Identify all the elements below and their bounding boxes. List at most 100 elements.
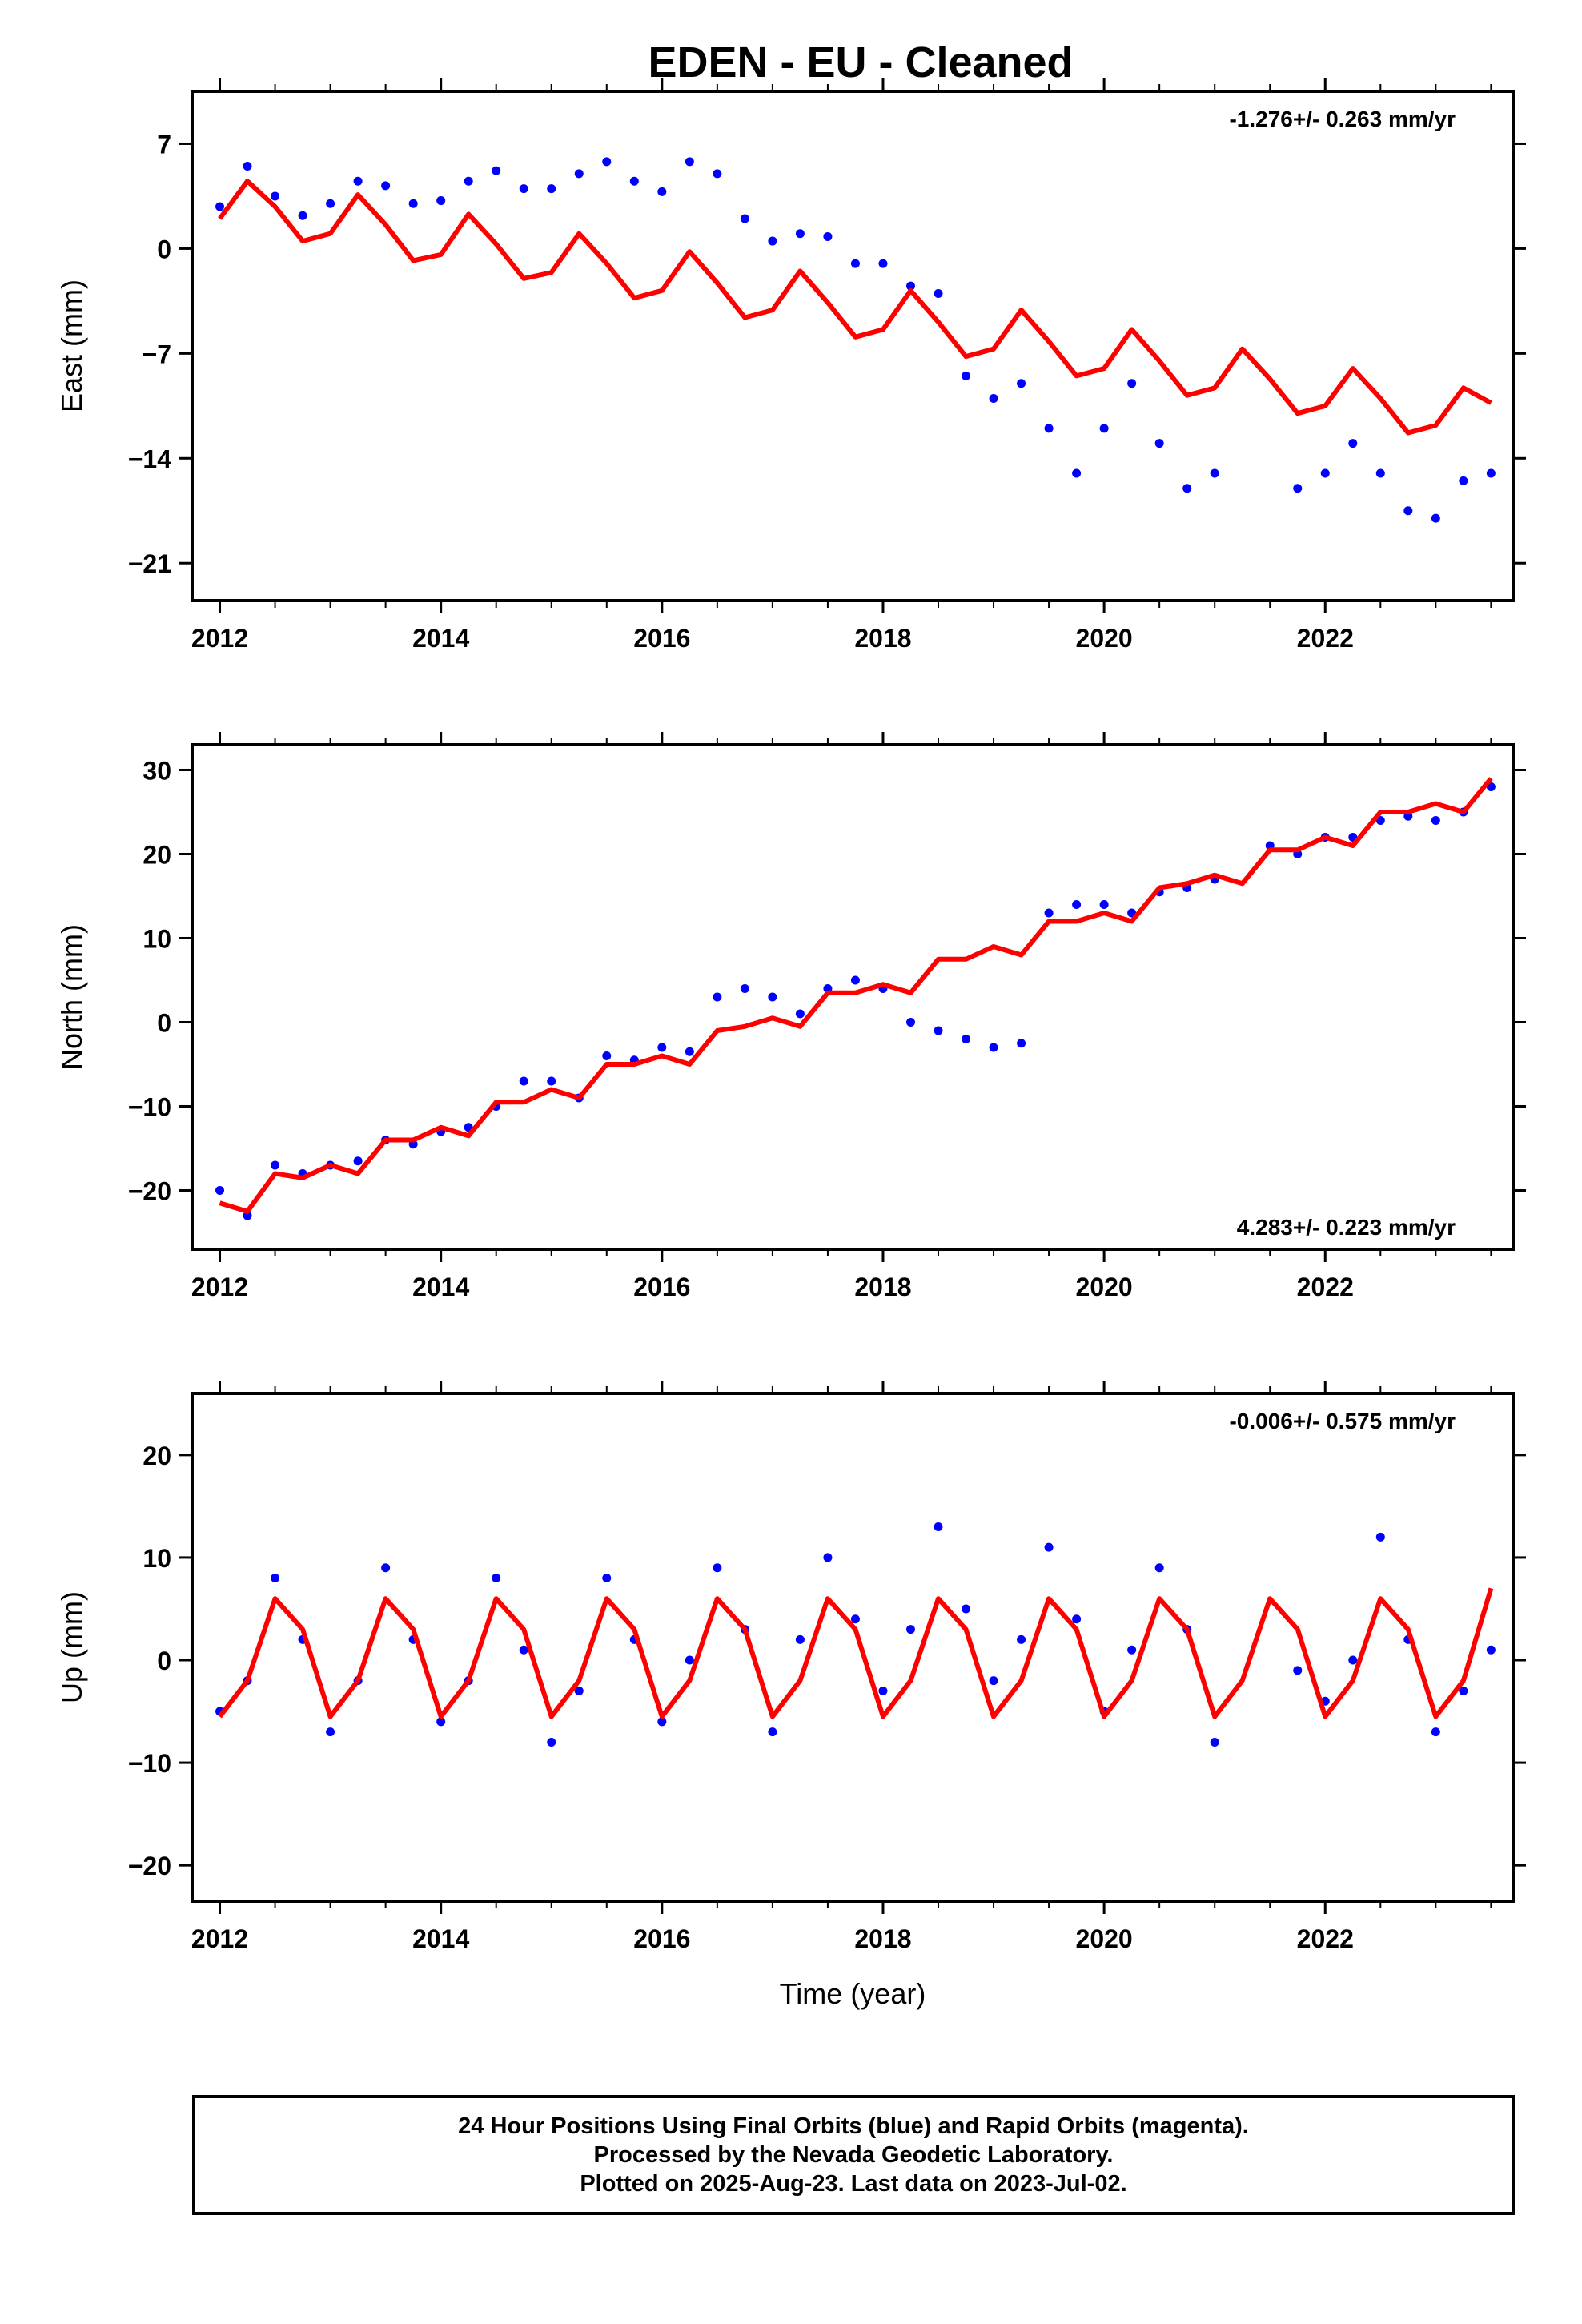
east-data-point: [1431, 513, 1440, 523]
up-data-point: [1072, 1614, 1082, 1624]
north-data-point: [1044, 908, 1054, 918]
up-data-point: [905, 1625, 915, 1634]
x-tick-label: 2020: [1076, 1273, 1133, 1301]
y-tick-label: −10: [128, 1749, 171, 1778]
up-data-point: [1127, 1645, 1137, 1655]
north-data-point: [215, 1186, 225, 1195]
east-data-point: [353, 176, 363, 186]
east-data-point: [326, 199, 335, 208]
up-data-point: [1486, 1645, 1496, 1655]
east-data-point: [1127, 379, 1137, 388]
x-tick-label: 2014: [412, 1924, 469, 1953]
east-data-point: [1154, 439, 1164, 448]
up-data-point: [1375, 1532, 1385, 1542]
up-data-point: [823, 1553, 833, 1562]
x-tick-label: 2016: [633, 624, 690, 653]
east-data-point: [905, 281, 915, 291]
north-data-point: [519, 1076, 528, 1086]
y-tick-label: 10: [143, 925, 171, 954]
east-observations: [215, 157, 1496, 523]
up-panel: 2012 2014 2016 2018 2020 2022 20 10 0 −10 −20 Up (m…: [55, 1381, 1526, 2010]
east-data-point: [850, 259, 860, 268]
east-data-point: [934, 289, 943, 299]
north-data-point: [243, 1211, 252, 1220]
up-data-point: [1348, 1655, 1358, 1665]
footer-line-2: Processed by the Nevada Geodetic Laborat…: [593, 2142, 1114, 2168]
up-data-point: [934, 1522, 943, 1532]
up-data-point: [326, 1727, 335, 1737]
north-data-point: [1099, 900, 1109, 909]
up-data-point: [381, 1563, 391, 1573]
up-data-point: [768, 1727, 777, 1737]
east-data-point: [989, 393, 998, 403]
up-data-point: [436, 1717, 446, 1727]
up-data-point: [519, 1645, 528, 1655]
east-data-point: [1403, 506, 1413, 516]
east-data-point: [1182, 484, 1192, 493]
y-tick-label: −14: [128, 444, 171, 473]
east-data-point: [574, 169, 584, 179]
up-data-point: [795, 1634, 805, 1644]
north-observations: [215, 782, 1496, 1220]
footer-line-3: Plotted on 2025-Aug-23. Last data on 202…: [580, 2171, 1127, 2197]
north-plot-frame: [191, 743, 1515, 1251]
east-data-point: [408, 199, 418, 208]
up-data-point: [1293, 1666, 1303, 1675]
up-plot-frame: [191, 1392, 1515, 1903]
north-data-point: [713, 992, 722, 1002]
north-panel: 2012 2014 2016 2018 2020 2022 30 20 10 0 −10 −20 Nor…: [55, 732, 1526, 1301]
x-tick-label: 2014: [412, 624, 469, 653]
y-tick-label: 20: [143, 841, 171, 870]
x-tick-label: 2022: [1297, 624, 1354, 653]
up-data-point: [602, 1574, 612, 1583]
north-data-point: [850, 975, 860, 985]
up-data-point: [989, 1676, 998, 1686]
up-data-point: [271, 1574, 280, 1583]
north-model-curve: [219, 777, 1493, 1214]
east-data-point: [381, 181, 391, 191]
north-y-axis-label: North (mm): [55, 924, 88, 1070]
up-data-point: [1431, 1727, 1440, 1737]
x-tick-label: 2012: [191, 624, 248, 653]
east-data-point: [492, 166, 501, 175]
north-data-point: [768, 992, 777, 1002]
east-data-point: [1459, 476, 1468, 485]
east-data-point: [436, 196, 446, 206]
y-tick-label: 0: [157, 1009, 171, 1038]
x-tick-label: 2012: [191, 1273, 248, 1301]
y-tick-label: 20: [143, 1441, 171, 1470]
up-data-point: [1459, 1686, 1468, 1695]
figure-title: EDEN - EU - Cleaned: [648, 38, 1073, 86]
up-data-point: [850, 1614, 860, 1624]
up-data-point: [713, 1563, 722, 1573]
up-data-point: [657, 1717, 667, 1727]
x-tick-label: 2020: [1076, 624, 1133, 653]
y-tick-label: −7: [143, 340, 171, 368]
y-tick-label: −20: [128, 1177, 171, 1206]
east-data-point: [1293, 484, 1303, 493]
east-data-point: [1099, 424, 1109, 433]
footer-line-1: 24 Hour Positions Using Final Orbits (bl…: [458, 2113, 1249, 2139]
east-data-point: [1375, 468, 1385, 478]
y-tick-label: 0: [157, 1647, 171, 1675]
y-tick-label: −20: [128, 1852, 171, 1880]
east-data-point: [602, 157, 612, 167]
up-data-point: [492, 1574, 501, 1583]
east-data-point: [685, 157, 694, 167]
east-data-point: [795, 229, 805, 239]
x-tick-label: 2020: [1076, 1924, 1133, 1953]
east-model-curve: [218, 179, 1492, 436]
y-tick-label: 30: [143, 757, 171, 786]
up-data-point: [547, 1737, 556, 1747]
north-data-point: [795, 1009, 805, 1019]
x-tick-label: 2014: [412, 1273, 469, 1301]
east-data-point: [298, 211, 307, 220]
y-tick-label: 10: [143, 1544, 171, 1573]
east-data-point: [713, 169, 722, 179]
east-data-point: [215, 202, 225, 211]
up-data-point: [962, 1604, 971, 1614]
east-data-point: [271, 191, 280, 201]
up-rate-label: -0.006+/- 0.575 mm/yr: [1229, 1409, 1456, 1433]
up-data-point: [1044, 1542, 1054, 1552]
